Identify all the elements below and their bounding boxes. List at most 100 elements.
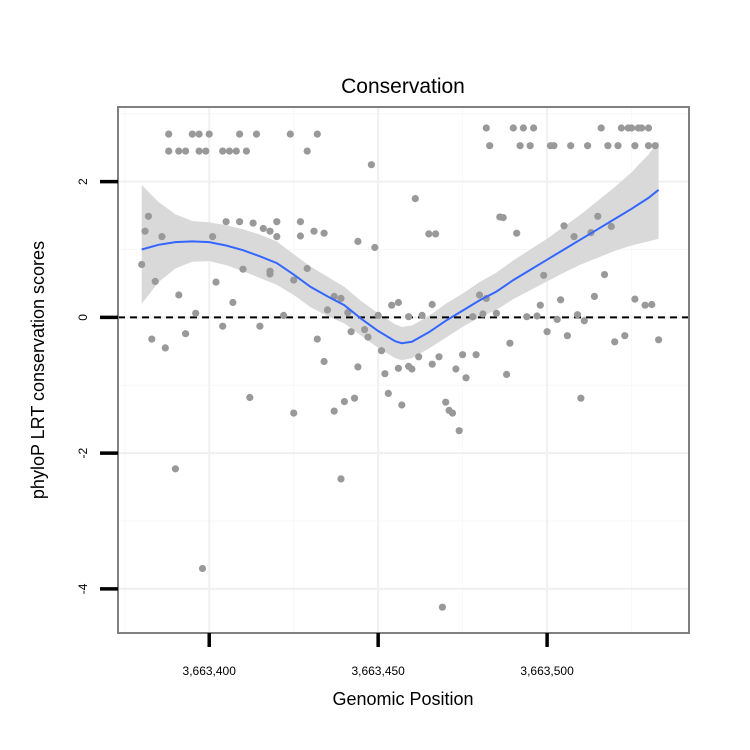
data-point: [418, 311, 426, 319]
data-point: [242, 147, 250, 155]
data-point: [641, 301, 649, 309]
data-point: [313, 130, 321, 138]
data-point: [361, 326, 369, 334]
smooth-trend-line: [141, 189, 660, 345]
data-point: [394, 364, 402, 372]
data-point: [320, 229, 328, 237]
data-point: [533, 312, 541, 320]
data-point: [219, 147, 227, 155]
data-point: [530, 124, 538, 132]
data-point: [259, 224, 267, 233]
data-point: [330, 407, 338, 415]
data-point: [141, 227, 149, 235]
data-point: [148, 335, 156, 343]
data-point: [600, 271, 609, 279]
data-point: [182, 147, 190, 155]
data-point: [644, 142, 653, 150]
data-point: [165, 147, 173, 155]
data-point: [337, 294, 345, 302]
x-tick-label: 3,663,500: [520, 664, 574, 678]
data-point: [175, 291, 183, 299]
y-tick-label: -2: [76, 447, 90, 458]
data-points: [138, 124, 663, 611]
data-point: [350, 394, 359, 402]
data-point: [425, 230, 433, 238]
data-point: [448, 409, 457, 417]
data-point: [364, 333, 372, 341]
data-point: [303, 264, 311, 273]
data-point: [631, 142, 639, 150]
data-point: [310, 227, 318, 235]
data-point: [273, 233, 281, 241]
y-tick-label: -4: [76, 583, 90, 594]
data-point: [367, 161, 375, 169]
data-point: [202, 147, 210, 155]
data-point: [394, 298, 402, 307]
data-point: [432, 230, 440, 238]
data-point: [523, 313, 531, 321]
data-point: [479, 310, 487, 318]
data-point: [631, 295, 639, 303]
data-point: [256, 322, 264, 330]
data-point: [519, 124, 528, 132]
data-point: [209, 233, 217, 241]
data-point: [614, 142, 622, 150]
data-point: [377, 347, 386, 355]
data-point: [442, 398, 450, 406]
data-point: [138, 260, 146, 269]
data-point: [195, 147, 203, 155]
data-point: [354, 363, 362, 371]
data-point: [371, 243, 379, 252]
data-point: [628, 124, 636, 132]
data-point: [286, 130, 294, 138]
data-point: [604, 142, 612, 150]
y-axis-title: phyloP LRT conservation scores: [28, 241, 48, 499]
x-tick-label: 3,663,450: [351, 664, 405, 678]
data-point: [415, 353, 423, 361]
data-point: [513, 229, 521, 237]
data-point: [651, 142, 659, 150]
data-point: [219, 322, 227, 330]
data-point: [249, 219, 257, 227]
data-point: [273, 218, 281, 226]
data-point: [171, 465, 179, 473]
data-point: [290, 409, 298, 417]
y-tick-label: 2: [76, 178, 90, 185]
data-point: [438, 603, 446, 611]
data-point: [557, 296, 565, 304]
data-point: [573, 311, 582, 319]
data-point: [296, 218, 304, 226]
data-point: [144, 212, 152, 220]
data-point: [644, 124, 653, 132]
x-axis-ticks: 3,663,400 3,663,450 3,663,500: [183, 633, 574, 678]
data-point: [388, 301, 396, 309]
data-point: [543, 328, 551, 336]
data-point: [236, 130, 244, 138]
data-point: [232, 147, 240, 155]
data-point: [381, 370, 389, 378]
data-point: [617, 124, 626, 132]
data-point: [374, 311, 382, 319]
data-point: [411, 195, 419, 203]
data-point: [192, 309, 200, 317]
data-point: [252, 130, 261, 138]
data-point: [462, 374, 470, 382]
plot-border: [117, 106, 690, 634]
chart-title: Conservation: [341, 75, 465, 98]
data-point: [492, 309, 500, 317]
data-point: [526, 142, 534, 150]
data-point: [222, 218, 230, 226]
data-point: [560, 222, 568, 230]
data-point: [266, 270, 274, 278]
data-point: [428, 360, 436, 368]
data-point: [229, 298, 237, 307]
data-point: [621, 332, 629, 340]
data-point: [638, 124, 646, 132]
data-point: [540, 271, 548, 279]
data-point: [239, 265, 247, 273]
data-point: [584, 142, 592, 150]
data-point: [198, 564, 207, 573]
data-point: [182, 330, 190, 338]
data-point: [151, 277, 159, 285]
data-point: [516, 142, 524, 150]
